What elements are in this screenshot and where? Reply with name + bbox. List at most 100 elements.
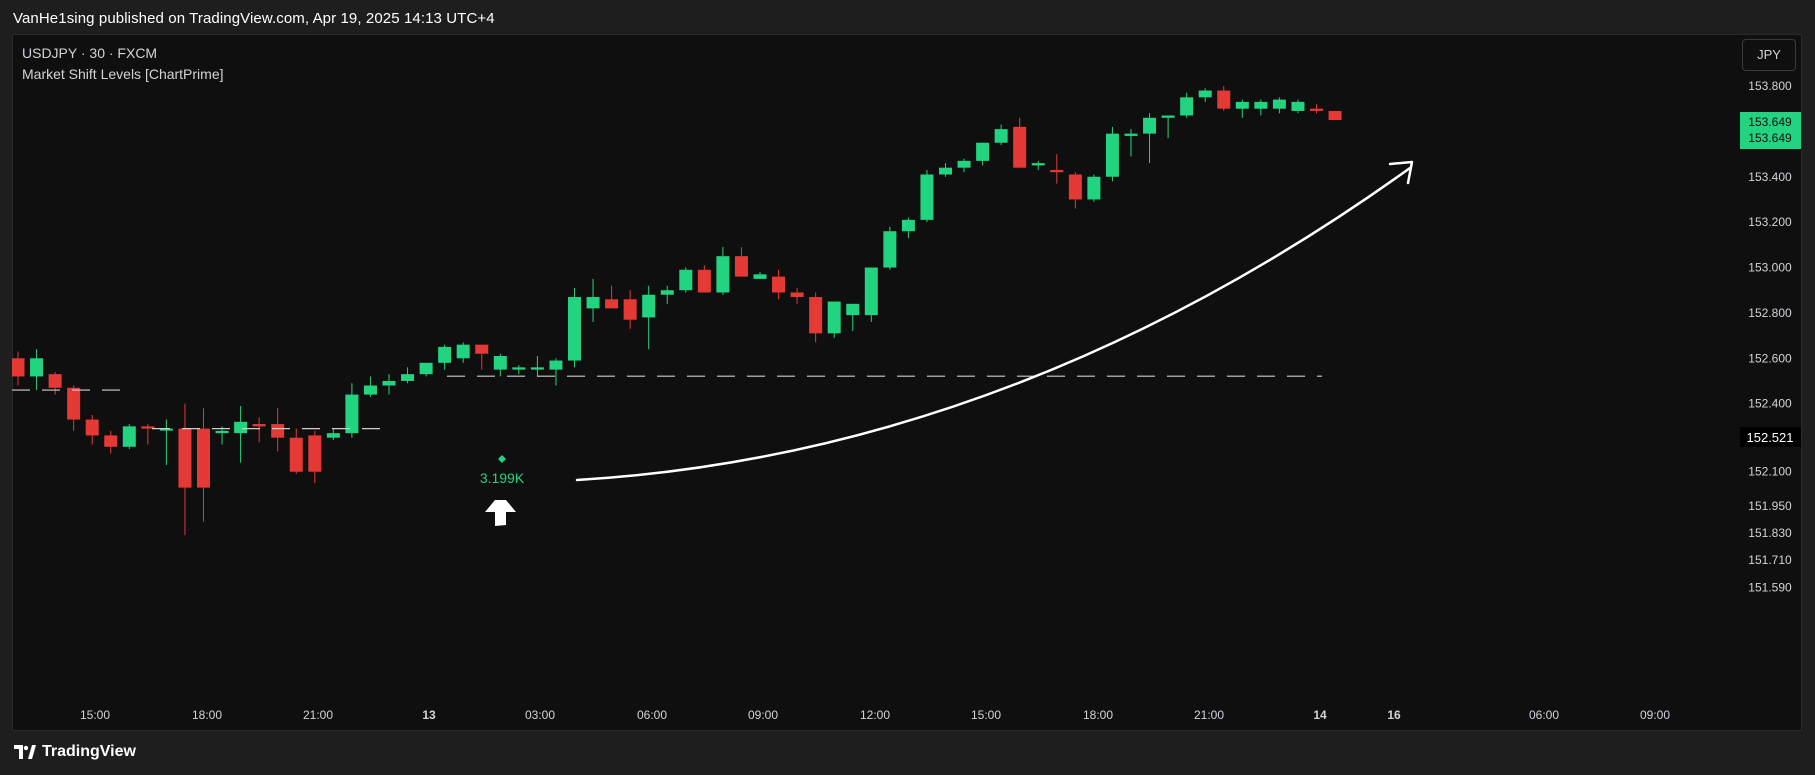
- footer-brand-text: TradingView: [42, 743, 136, 760]
- candle-body: [1310, 108, 1323, 111]
- currency-button[interactable]: JPY: [1742, 39, 1796, 71]
- y-tick-label: 153.400: [1748, 170, 1792, 184]
- candle-body: [159, 428, 173, 431]
- candle-body: [1180, 97, 1194, 116]
- x-tick-label: 21:00: [303, 708, 333, 722]
- candle-body: [345, 394, 359, 434]
- candle-body: [1161, 115, 1175, 118]
- candle-body: [1217, 90, 1231, 109]
- candle-body: [456, 344, 470, 359]
- candle-body: [1291, 101, 1305, 111]
- last-price-label-2: 153.649: [1748, 131, 1792, 145]
- y-tick-label: 152.400: [1748, 397, 1792, 411]
- chart-pane[interactable]: [12, 34, 1802, 731]
- y-tick-label: 152.100: [1748, 465, 1792, 479]
- y-tick-label: 151.950: [1748, 499, 1792, 513]
- candle-body: [1328, 110, 1342, 121]
- candle-body: [642, 294, 656, 318]
- candle-body: [568, 297, 581, 361]
- last-price-label-1: 153.649: [1748, 115, 1792, 129]
- candle-body: [215, 430, 229, 434]
- candle-body: [178, 428, 192, 488]
- x-tick-label: 13: [422, 708, 436, 722]
- candle-body: [271, 424, 285, 438]
- candle-body: [920, 174, 934, 220]
- candle-body: [12, 358, 25, 377]
- footer-brand[interactable]: TradingView: [14, 743, 136, 761]
- candle-body: [289, 437, 303, 472]
- candle-body: [382, 380, 396, 386]
- candle-body: [827, 301, 841, 334]
- x-tick-label: 18:00: [192, 708, 222, 722]
- footer-bar: [0, 735, 1815, 775]
- x-tick-label: 15:00: [80, 708, 110, 722]
- candle-body: [864, 267, 878, 316]
- candle-body: [401, 374, 415, 381]
- y-tick-label: 153.200: [1748, 215, 1792, 229]
- x-tick-label: 14: [1313, 708, 1327, 722]
- candle-body: [475, 344, 489, 354]
- candle-body: [939, 167, 952, 175]
- candle-body: [586, 297, 600, 309]
- candle-body: [1272, 99, 1286, 109]
- candle-body: [67, 387, 81, 420]
- candle-body: [363, 385, 377, 395]
- candle-body: [419, 362, 433, 375]
- candle-body: [976, 142, 990, 161]
- candle-body: [753, 274, 767, 279]
- annotation-layer: 3.199K: [480, 160, 1414, 526]
- candle-body: [1235, 101, 1249, 109]
- level-price-box: [1740, 427, 1801, 447]
- y-tick-label: 153.800: [1748, 79, 1792, 93]
- candle-body: [1143, 117, 1157, 134]
- level-price-label: 152.521: [1747, 430, 1794, 445]
- tradingview-logo-icon: [14, 745, 36, 759]
- candle-body: [734, 256, 748, 277]
- candle-body: [994, 129, 1008, 143]
- level-layer: [12, 375, 1322, 430]
- candle-body: [1198, 90, 1212, 98]
- candle-body: [697, 269, 711, 293]
- y-tick-label: 153.000: [1748, 261, 1792, 275]
- candle-body: [308, 435, 322, 472]
- candle-body: [530, 367, 544, 370]
- candle-body: [883, 231, 897, 268]
- publisher-caption: VanHe1sing published on TradingView.com,…: [13, 10, 495, 27]
- x-tick-label: 06:00: [1529, 708, 1559, 722]
- candle-body: [85, 419, 99, 436]
- x-tick-label: 09:00: [1640, 708, 1670, 722]
- x-tick-label: 03:00: [525, 708, 555, 722]
- x-tick-label: 21:00: [1194, 708, 1224, 722]
- candle-body: [605, 299, 619, 309]
- x-axis: 15:00 18:00 21:00 13 03:00 06:00 09:00 12:00 15:…: [80, 708, 1670, 722]
- candle-body: [1254, 101, 1268, 109]
- x-tick-label: 16: [1387, 708, 1401, 722]
- candle-body: [326, 433, 340, 438]
- candle-body: [122, 426, 136, 447]
- x-tick-label: 06:00: [637, 708, 667, 722]
- candle-body: [679, 269, 693, 291]
- y-tick-label: 151.590: [1748, 580, 1792, 594]
- candle-body: [772, 276, 786, 293]
- trend-arrow-head-icon: [1388, 160, 1414, 185]
- candlestick-chart[interactable]: 3.199K 153.800153.600153.400153.200153.0…: [12, 34, 1802, 731]
- candle-body: [1031, 163, 1045, 166]
- candle-body: [623, 299, 637, 320]
- candle-body: [48, 374, 62, 388]
- y-tick-label: 152.600: [1748, 351, 1792, 365]
- signal-diamond-icon: [498, 455, 506, 463]
- y-axis: 153.800153.600153.400153.200153.000152.8…: [1748, 79, 1792, 594]
- y-tick-label: 152.800: [1748, 306, 1792, 320]
- candle-body: [234, 421, 248, 434]
- candle-body: [549, 360, 563, 370]
- candle-body: [1050, 169, 1064, 173]
- candle-body: [1013, 126, 1027, 168]
- last-price-box: [1740, 112, 1801, 149]
- candle-body: [104, 435, 118, 447]
- indicator-legend[interactable]: Market Shift Levels [ChartPrime]: [22, 66, 224, 82]
- candle-body: [809, 297, 823, 334]
- volume-label: 3.199K: [480, 470, 525, 486]
- symbol-legend[interactable]: USDJPY · 30 · FXCM: [22, 45, 158, 61]
- trend-arrow-curve: [575, 166, 1412, 482]
- candle-body: [901, 219, 915, 232]
